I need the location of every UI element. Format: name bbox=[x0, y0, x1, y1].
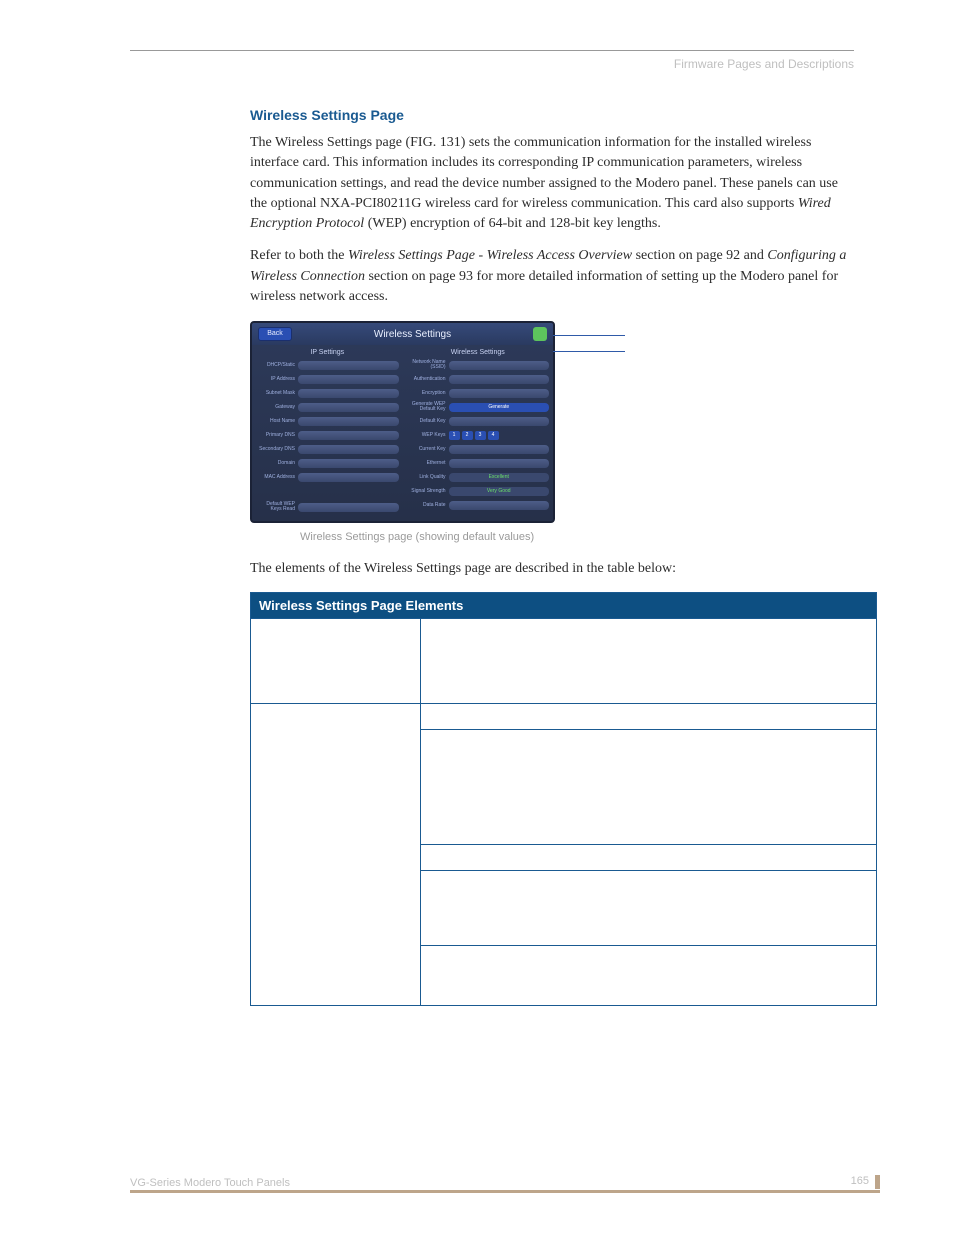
p2-a: Refer to both the bbox=[250, 248, 348, 263]
table-row bbox=[251, 618, 877, 703]
label-domain: Domain bbox=[256, 461, 298, 466]
label-defkey: Default Key bbox=[407, 419, 449, 424]
ip-settings-header: IP Settings bbox=[256, 347, 399, 359]
label-eth: Ethernet bbox=[407, 461, 449, 466]
back-button[interactable]: Back bbox=[258, 327, 292, 341]
footer-rule bbox=[130, 1190, 880, 1193]
page-accent-bar bbox=[875, 1175, 880, 1189]
field-wep-read[interactable] bbox=[298, 503, 399, 512]
label-subnet: Subnet Mask bbox=[256, 391, 298, 396]
p2-em1: Wireless Settings Page - Wireless Access… bbox=[348, 248, 632, 263]
field-gateway[interactable] bbox=[298, 403, 399, 412]
table-cell bbox=[421, 703, 877, 729]
p1-a: The Wireless Settings page (FIG. 131) se… bbox=[250, 135, 838, 211]
wep-key-buttons: 1 2 3 4 bbox=[449, 431, 499, 440]
field-ssid[interactable] bbox=[449, 361, 550, 370]
field-domain[interactable] bbox=[298, 459, 399, 468]
field-host[interactable] bbox=[298, 417, 399, 426]
field-mac[interactable] bbox=[298, 473, 399, 482]
table-intro: The elements of the Wireless Settings pa… bbox=[250, 559, 854, 579]
label-curkey: Current Key bbox=[407, 447, 449, 452]
callout-line-1 bbox=[553, 335, 625, 336]
label-dns2: Secondary DNS bbox=[256, 447, 298, 452]
wep-key-1[interactable]: 1 bbox=[449, 431, 460, 440]
table-cell bbox=[251, 703, 421, 1005]
table-cell bbox=[421, 945, 877, 1005]
label-dhcp: DHCP/Static bbox=[256, 363, 298, 368]
label-gen: Generate WEP Default Key bbox=[407, 402, 449, 412]
ip-settings-column: IP Settings DHCP/Static IP Address Subne… bbox=[252, 345, 403, 521]
label-datarate: Data Rate bbox=[407, 503, 449, 508]
page-number-box: 165 bbox=[851, 1175, 880, 1189]
field-signal: Very Good bbox=[449, 487, 550, 496]
label-signal: Signal Strength bbox=[407, 489, 449, 494]
table-row bbox=[251, 703, 877, 729]
field-enc[interactable] bbox=[449, 389, 550, 398]
footer-product: VG-Series Modero Touch Panels bbox=[130, 1177, 290, 1189]
label-dns1: Primary DNS bbox=[256, 433, 298, 438]
wireless-settings-column: Wireless Settings Network Name (SSID) Au… bbox=[403, 345, 554, 521]
wep-key-4[interactable]: 4 bbox=[488, 431, 499, 440]
corner-icon bbox=[533, 327, 547, 341]
generate-button[interactable]: Generate bbox=[449, 403, 550, 412]
paragraph-2: Refer to both the Wireless Settings Page… bbox=[250, 246, 854, 307]
p1-b: (WEP) encryption of 64-bit and 128-bit k… bbox=[364, 216, 661, 231]
wep-key-2[interactable]: 2 bbox=[462, 431, 473, 440]
label-host: Host Name bbox=[256, 419, 298, 424]
label-ip: IP Address bbox=[256, 377, 298, 382]
screenshot-titlebar: Back Wireless Settings bbox=[252, 323, 553, 345]
table-cell bbox=[421, 729, 877, 844]
top-rule bbox=[130, 50, 854, 51]
p2-b: section on page 92 and bbox=[632, 248, 767, 263]
section-title: Wireless Settings Page bbox=[250, 107, 854, 123]
field-dns2[interactable] bbox=[298, 445, 399, 454]
label-gateway: Gateway bbox=[256, 405, 298, 410]
figure-caption: Wireless Settings page (showing default … bbox=[300, 531, 854, 543]
field-auth[interactable] bbox=[449, 375, 550, 384]
table-cell bbox=[251, 618, 421, 703]
label-linkq: Link Quality bbox=[407, 475, 449, 480]
field-subnet[interactable] bbox=[298, 389, 399, 398]
table-cell bbox=[421, 870, 877, 945]
field-defkey[interactable] bbox=[449, 417, 550, 426]
callout-line-2 bbox=[553, 351, 625, 352]
label-wep-read: Default WEP Keys Read bbox=[256, 502, 298, 512]
wireless-settings-screenshot: Back Wireless Settings IP Settings DHCP/… bbox=[250, 321, 555, 523]
screenshot-figure: Back Wireless Settings IP Settings DHCP/… bbox=[250, 321, 630, 523]
wireless-settings-header: Wireless Settings bbox=[407, 347, 550, 359]
paragraph-1: The Wireless Settings page (FIG. 131) se… bbox=[250, 133, 854, 234]
table-header: Wireless Settings Page Elements bbox=[251, 592, 877, 618]
page-number: 165 bbox=[851, 1175, 875, 1189]
label-wepkeys: WEP Keys bbox=[407, 433, 449, 438]
field-dhcp[interactable] bbox=[298, 361, 399, 370]
table-cell bbox=[421, 618, 877, 703]
page-footer: VG-Series Modero Touch Panels 165 bbox=[130, 1175, 880, 1189]
field-curkey[interactable] bbox=[449, 445, 550, 454]
field-dns1[interactable] bbox=[298, 431, 399, 440]
label-enc: Encryption bbox=[407, 391, 449, 396]
elements-table: Wireless Settings Page Elements bbox=[250, 592, 877, 1006]
label-auth: Authentication bbox=[407, 377, 449, 382]
screenshot-title: Wireless Settings bbox=[292, 329, 533, 340]
table-cell bbox=[421, 844, 877, 870]
running-header: Firmware Pages and Descriptions bbox=[130, 57, 854, 71]
field-ip[interactable] bbox=[298, 375, 399, 384]
field-datarate[interactable] bbox=[449, 501, 550, 510]
label-mac: MAC Address bbox=[256, 475, 298, 480]
wep-key-3[interactable]: 3 bbox=[475, 431, 486, 440]
field-linkq: Excellent bbox=[449, 473, 550, 482]
label-ssid: Network Name (SSID) bbox=[407, 360, 449, 370]
field-eth[interactable] bbox=[449, 459, 550, 468]
